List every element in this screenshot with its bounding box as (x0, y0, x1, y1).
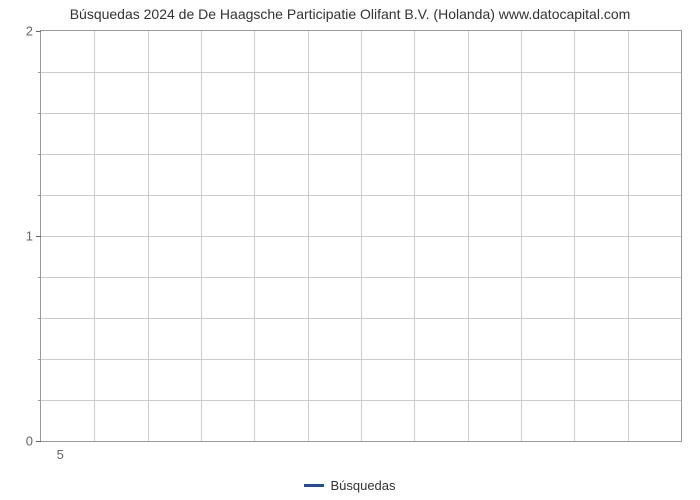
y-axis-minor-tick (38, 72, 41, 73)
grid-line-horizontal (41, 359, 681, 360)
y-axis-tick-mark (36, 31, 41, 32)
y-axis-tick-label: 0 (26, 434, 33, 449)
grid-line-horizontal (41, 154, 681, 155)
y-axis-tick-mark (36, 236, 41, 237)
legend-swatch (304, 484, 324, 487)
y-axis-tick-mark (36, 441, 41, 442)
legend: Búsquedas (0, 478, 700, 493)
y-axis-minor-tick (38, 195, 41, 196)
grid-line-horizontal (41, 236, 681, 237)
y-axis-minor-tick (38, 400, 41, 401)
chart-title: Búsquedas 2024 de De Haagsche Participat… (0, 6, 700, 22)
grid-line-horizontal (41, 277, 681, 278)
y-axis-minor-tick (38, 154, 41, 155)
grid-line-horizontal (41, 195, 681, 196)
grid-line-horizontal (41, 72, 681, 73)
grid-line-horizontal (41, 400, 681, 401)
grid-line-horizontal (41, 113, 681, 114)
y-axis-minor-tick (38, 277, 41, 278)
y-axis-tick-label: 1 (26, 229, 33, 244)
y-axis-minor-tick (38, 359, 41, 360)
y-axis-minor-tick (38, 113, 41, 114)
legend-label: Búsquedas (330, 478, 395, 493)
y-axis-minor-tick (38, 318, 41, 319)
x-axis-tick-label: 5 (57, 447, 64, 462)
grid-line-horizontal (41, 318, 681, 319)
plot-area: 0125 (40, 30, 682, 442)
y-axis-tick-label: 2 (26, 24, 33, 39)
